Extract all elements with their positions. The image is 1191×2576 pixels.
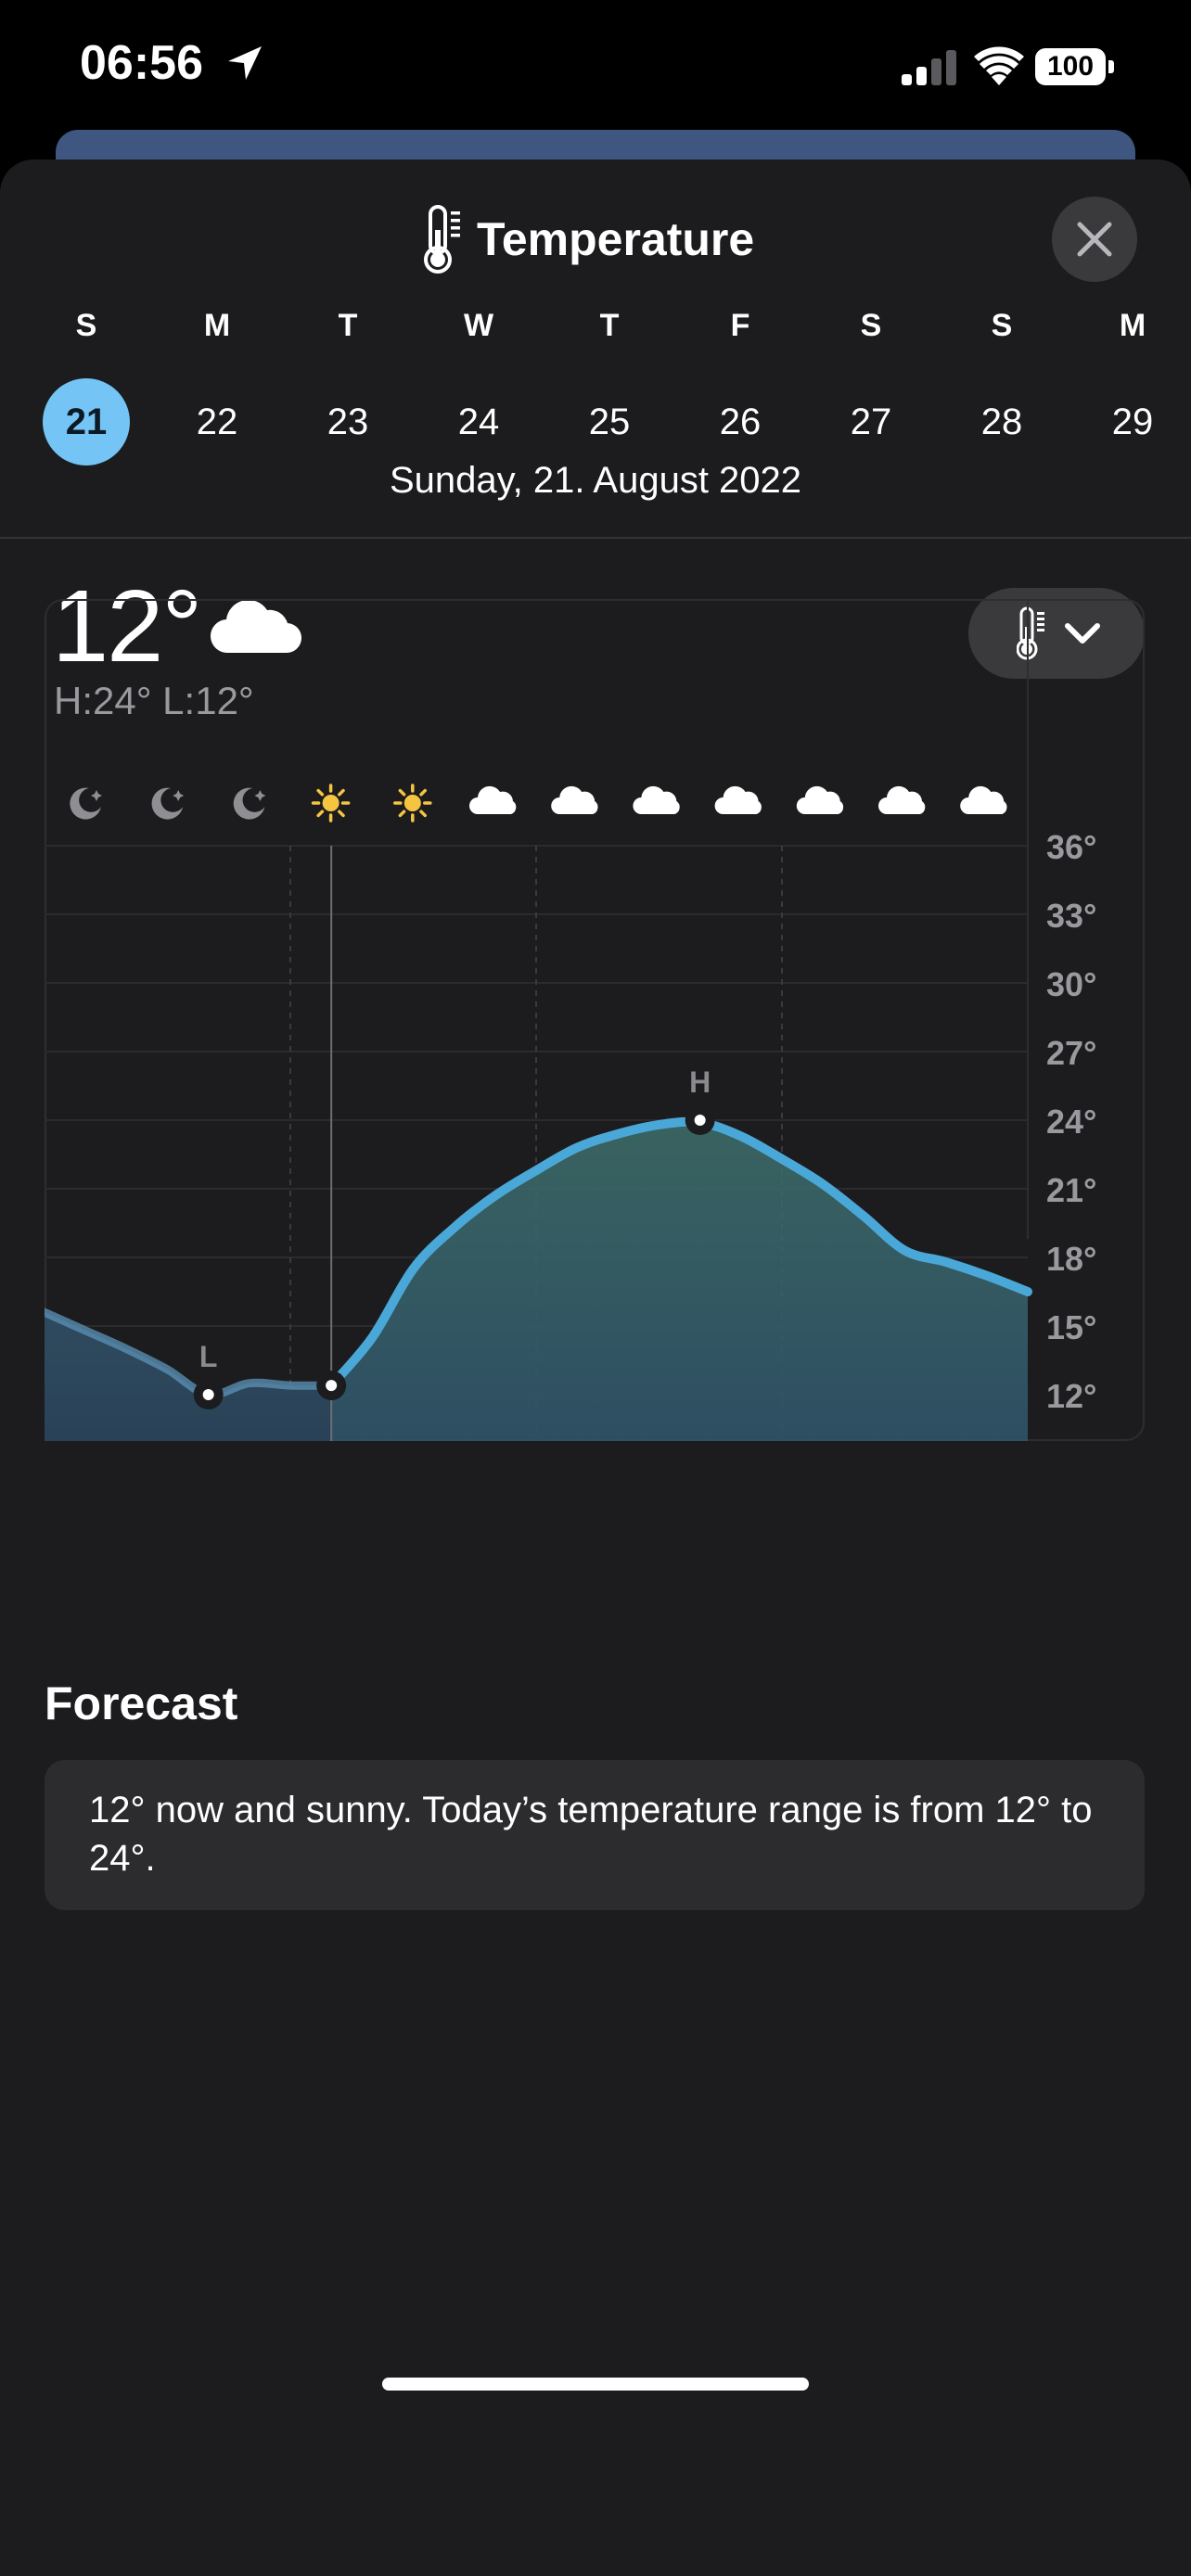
day-button-26[interactable]: 26 [719,402,762,442]
day-letter: S [860,308,882,343]
day-button-23[interactable]: 23 [327,402,369,442]
current-temperature: 12° [52,569,202,683]
sheet-title: Temperature [477,213,755,265]
day-button-28[interactable]: 28 [980,402,1023,442]
forecast-text: 12° now and sunny. Today’s temperature r… [89,1790,1093,1879]
day-letter: S [991,308,1013,343]
home-indicator[interactable] [382,2378,809,2391]
day-letter: W [463,308,494,343]
y-tick-label: 18° [1046,1240,1096,1278]
day-letter: T [338,308,358,343]
day-button-21[interactable]: 21 [43,378,130,465]
y-tick-label: 24° [1046,1103,1096,1141]
chevron-down-icon [1065,623,1100,644]
status-time: 06:56 [80,36,203,90]
day-button-22[interactable]: 22 [196,402,238,442]
moon-icon [233,787,266,820]
selected-date-label: Sunday, 21. August 2022 [389,460,802,501]
status-bar: 06:56 100 [0,0,1191,130]
past-temperature-line [45,1307,336,1399]
day-letter: F [730,308,750,343]
cloud-icon [878,785,926,814]
day-letter: M [1119,308,1146,343]
battery-indicator: 100 [1035,48,1115,85]
day-button-24[interactable]: 24 [457,402,500,442]
day-button-27[interactable]: 27 [850,402,892,442]
sun-icon [311,784,351,823]
high-marker [694,1115,706,1126]
y-tick-label: 33° [1046,897,1096,935]
thermometer-icon [424,205,460,274]
y-tick-label: 30° [1046,965,1096,1003]
low-label: L [199,1340,218,1373]
cloud-icon [714,785,762,814]
metric-selector-button[interactable] [968,588,1145,679]
day-letter: S [75,308,97,343]
y-tick-label: 27° [1046,1034,1096,1072]
high-label: H [689,1065,711,1099]
cloud-icon [551,785,598,814]
battery-cap [1108,60,1114,73]
high-low-label: H:24° L:12° [54,679,254,722]
forecast-area [331,1121,1028,1441]
day-letter: M [203,308,231,343]
forecast-card: 12° now and sunny. Today’s temperature r… [45,1760,1145,1910]
day-letter: T [599,308,620,343]
cloud-icon [796,785,844,814]
wifi-icon [974,46,1024,85]
battery-level: 100 [1035,48,1106,85]
moon-icon [151,787,185,820]
close-button[interactable] [1052,197,1137,282]
y-tick-label: 36° [1046,828,1096,866]
cloud-icon [960,785,1007,814]
close-icon [1077,222,1112,257]
low-marker [202,1389,214,1400]
y-tick-label: 12° [1046,1377,1096,1415]
cloud-icon [469,785,517,814]
temperature-chart[interactable]: 36°33°30°27°24°21°18°15°12°9°6°LH0006121… [45,599,1145,1441]
location-arrow-icon [228,46,262,80]
y-tick-label: 15° [1046,1308,1096,1346]
forecast-heading: Forecast [45,1677,238,1729]
current-marker [326,1380,338,1392]
sheet-header: Temperature [423,202,754,276]
forecast-temperature-line [327,1116,1032,1391]
sun-icon [393,784,432,823]
day-button-25[interactable]: 25 [588,402,631,442]
divider [0,537,1191,539]
cloud-icon [633,785,680,814]
cloud-icon [210,599,302,654]
cellular-signal-icon [902,50,956,85]
moon-icon [70,787,102,820]
y-tick-label: 21° [1046,1171,1096,1209]
day-button-29[interactable]: 29 [1111,402,1154,442]
